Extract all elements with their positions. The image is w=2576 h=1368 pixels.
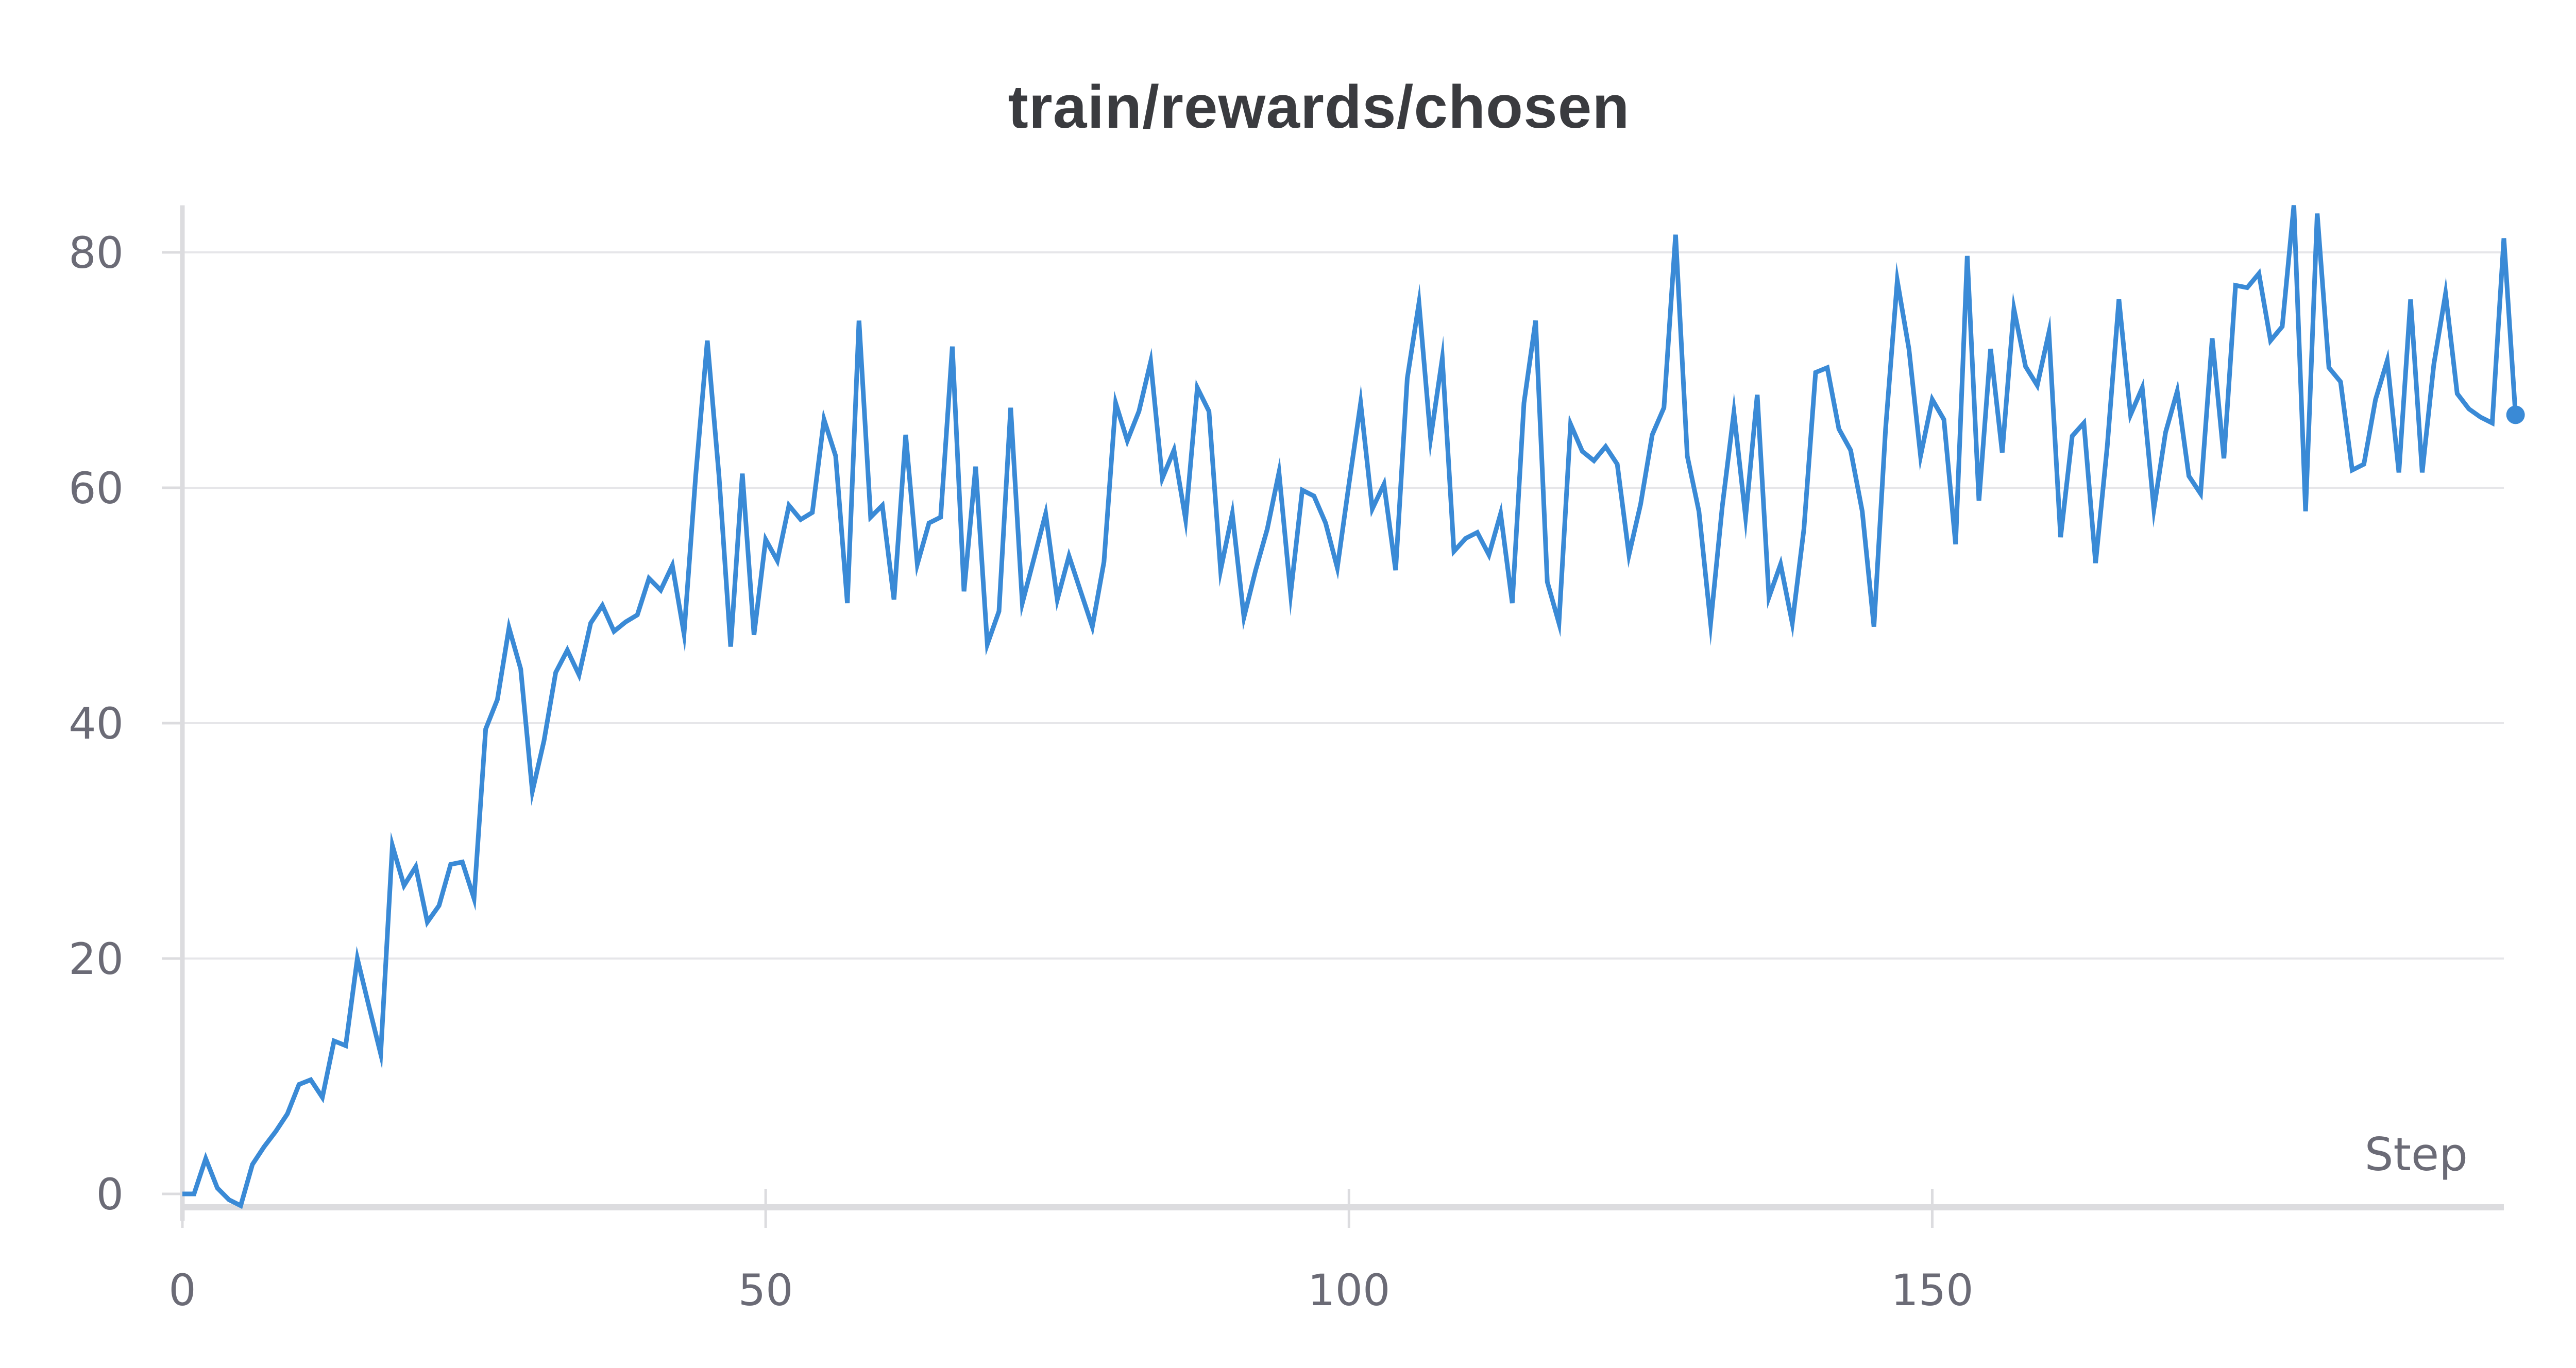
y-tick-label: 80 [69, 228, 124, 278]
axes: 0 20 40 60 80 0 50 100 150 [69, 205, 2504, 1315]
y-tick-label: 20 [69, 934, 124, 984]
grid-lines [182, 251, 2504, 960]
chart-title: train/rewards/chosen [1008, 73, 1630, 141]
y-tick-label: 60 [69, 463, 124, 514]
x-tick-label: 100 [1308, 1265, 1390, 1315]
y-tick-label: 0 [96, 1169, 124, 1220]
y-tick-label: 40 [69, 698, 124, 749]
last-point-marker [2506, 405, 2525, 424]
x-tick-label: 150 [1891, 1265, 1973, 1315]
series-layer [182, 205, 2525, 1209]
x-axis-label: Step [2365, 1128, 2468, 1181]
series-line [182, 205, 2518, 1209]
x-tick-label: 50 [738, 1265, 793, 1315]
x-tick-label: 0 [168, 1265, 196, 1315]
